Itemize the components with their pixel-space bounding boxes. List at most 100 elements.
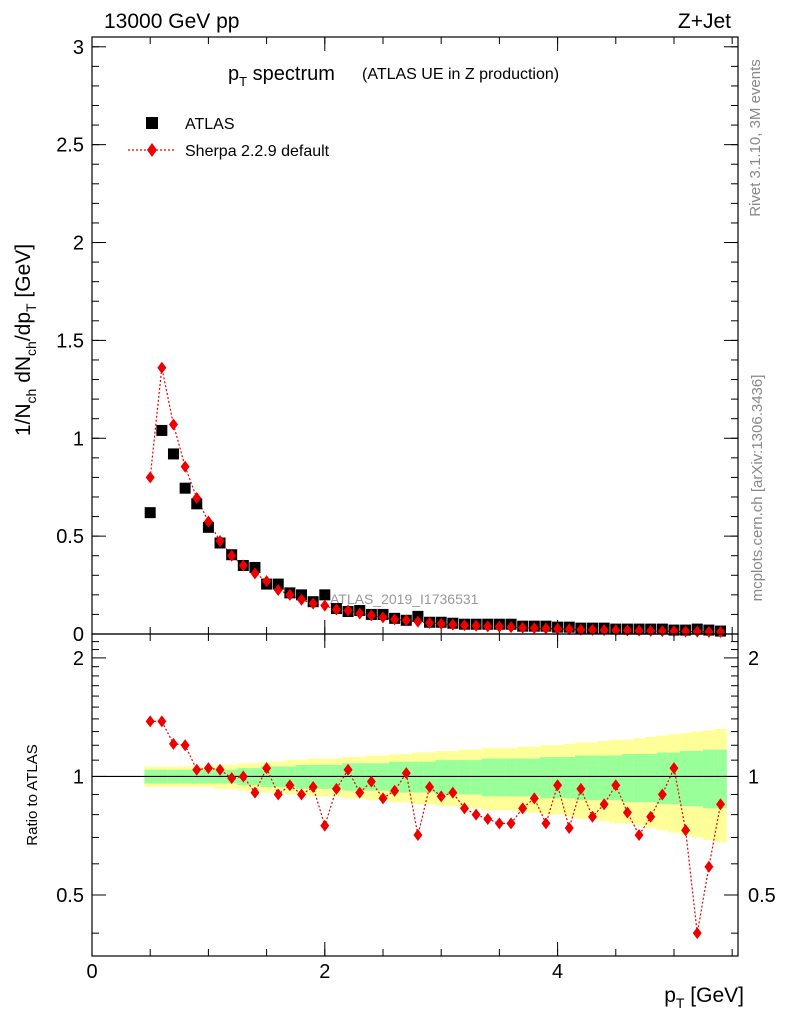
ratio-data-point [285, 779, 295, 792]
inner-uncertainty-band [609, 755, 623, 801]
ratio-y-tick-labels: 0.5 0.5 1 1 2 2 [56, 648, 776, 907]
ratio-data-point [343, 763, 353, 776]
ratio-data-point [355, 786, 365, 799]
legend: ATLAS Sherpa 2.2.9 default [128, 116, 330, 160]
ratio-panel-frame [91, 633, 739, 957]
atlas-data-point [167, 448, 179, 460]
y-tick-label: 1.5 [56, 330, 84, 352]
ratio-data-point [227, 772, 237, 785]
main-axis-ticks [91, 37, 738, 635]
ratio-data-point [634, 829, 644, 842]
ratio-data-point [494, 817, 504, 830]
ratio-data-point [518, 802, 528, 815]
main-y-axis-label: 1/Nch dNch/dpT [GeV] [12, 244, 39, 436]
atlas-data-point [179, 482, 191, 494]
legend-label-atlas: ATLAS [185, 116, 235, 133]
ratio-data-point [390, 784, 400, 797]
ratio-data-point [448, 786, 458, 799]
ratio-data-point [250, 786, 260, 799]
sherpa-data-point [459, 619, 469, 632]
main-plot-title: pT spectrum [228, 63, 335, 89]
mcplots-label: mcplots.cern.ch [arXiv:1306.3436] [749, 375, 766, 602]
ratio-data-point [297, 788, 307, 801]
sherpa-data-point [704, 625, 714, 638]
ratio-data-point [588, 810, 598, 823]
ratio-data-point [681, 824, 691, 837]
ratio-data-point [203, 762, 213, 775]
inner-uncertainty-band [435, 760, 448, 795]
sherpa-data-point [518, 621, 528, 634]
ratio-data-point [553, 779, 563, 792]
ratio-data-point [145, 715, 155, 728]
sherpa-data-point [262, 575, 272, 588]
inner-uncertainty-band [528, 758, 541, 797]
analysis-watermark: ATLAS_2019_I1736531 [330, 591, 479, 607]
sherpa-data-point [576, 623, 586, 636]
main-y-tick-labels: 0 0.5 1 1.5 2 2.5 3 [56, 37, 84, 646]
ratio-y-tick-label-left: 0.5 [56, 885, 84, 907]
ratio-y-tick-label-right: 1 [748, 766, 759, 788]
ratio-data-point [401, 767, 411, 780]
sherpa-data-point [308, 597, 318, 610]
sherpa-data-point [436, 617, 446, 630]
inner-uncertainty-band [447, 760, 460, 795]
ratio-data-point [157, 715, 167, 728]
sherpa-data-point [483, 620, 493, 633]
title-subscript: T [239, 74, 247, 89]
ratio-data-point [378, 792, 388, 805]
inner-uncertainty-band [644, 754, 658, 803]
ratio-data-point [192, 763, 202, 776]
ratio-data-point [564, 821, 574, 834]
sherpa-data-point [285, 588, 295, 601]
inner-uncertainty-band [621, 754, 634, 803]
sherpa-data-point [180, 460, 190, 473]
sherpa-data-point [203, 515, 213, 528]
sherpa-data-point [471, 619, 481, 632]
sherpa-data-point [192, 491, 202, 504]
y-tick-label: 2 [73, 233, 84, 255]
inner-uncertainty-band [493, 758, 506, 797]
ratio-data-point [425, 781, 435, 794]
main-data-marks [144, 361, 727, 639]
ratio-data-point [483, 812, 493, 825]
ratio-data-point [529, 792, 539, 805]
ratio-data-point [611, 779, 621, 792]
sherpa-data-point [157, 361, 167, 374]
sherpa-data-point [564, 623, 574, 636]
ratio-data-point [413, 829, 423, 842]
ratio-data-point [716, 798, 726, 811]
ratio-axis-ticks [91, 634, 738, 956]
ratio-data-point [320, 819, 330, 832]
ratio-data-marks [145, 715, 726, 940]
inner-uncertainty-band [586, 755, 599, 801]
inner-uncertainty-band [563, 757, 576, 799]
x-tick-label: 0 [86, 961, 97, 983]
ratio-data-point [622, 806, 632, 819]
ratio-data-point [471, 808, 481, 821]
sherpa-data-point [366, 609, 376, 622]
sherpa-data-point [692, 625, 702, 638]
ratio-data-point [459, 802, 469, 815]
xlabel-main: p [664, 984, 676, 1007]
y-tick-label: 1 [73, 428, 84, 450]
x-axis-label: pT [GeV] [664, 984, 744, 1011]
sherpa-data-point [529, 622, 539, 635]
sherpa-data-point [541, 622, 551, 635]
ratio-data-point [657, 788, 667, 801]
y-tick-label: 0 [73, 624, 84, 646]
legend-label-sherpa: Sherpa 2.2.9 default [185, 143, 330, 160]
ratio-data-point [168, 737, 178, 750]
ratio-data-point [331, 782, 341, 795]
ratio-data-point [262, 762, 272, 775]
inner-uncertainty-band [458, 760, 471, 795]
sherpa-data-point [425, 616, 435, 629]
inner-uncertainty-band [551, 757, 564, 799]
sherpa-data-point [448, 618, 458, 631]
sherpa-data-point [273, 583, 283, 596]
legend-marker-atlas [146, 117, 158, 129]
inner-uncertainty-band [668, 752, 681, 805]
sherpa-data-point [297, 593, 307, 606]
sherpa-data-point [331, 603, 341, 616]
inner-uncertainty-band [656, 752, 669, 805]
